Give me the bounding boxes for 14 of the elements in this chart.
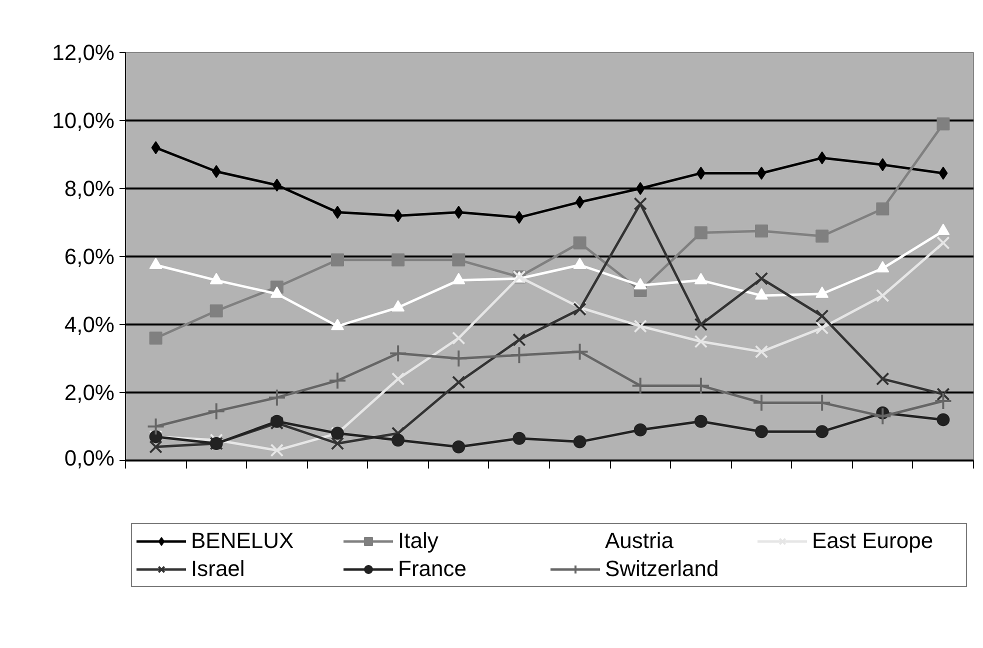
legend-label: BENELUX xyxy=(191,528,295,554)
y-tick-label: 4,0% xyxy=(64,312,115,337)
y-tick-label: 10,0% xyxy=(52,108,115,133)
legend-label: East Europe xyxy=(812,528,934,554)
y-tick-label: 8,0% xyxy=(64,176,115,201)
y-tick-label: 6,0% xyxy=(64,244,115,269)
y-tick-label: 0,0% xyxy=(64,446,115,470)
legend-label: Italy xyxy=(398,528,440,554)
y-tick-label: 2,0% xyxy=(64,380,115,405)
text: Austria xyxy=(605,528,674,554)
legend-label: Switzerland xyxy=(605,556,720,582)
y-tick-label: 12,0% xyxy=(52,40,115,65)
legend-label: France xyxy=(398,556,468,582)
legend-label: Israel xyxy=(191,556,246,582)
